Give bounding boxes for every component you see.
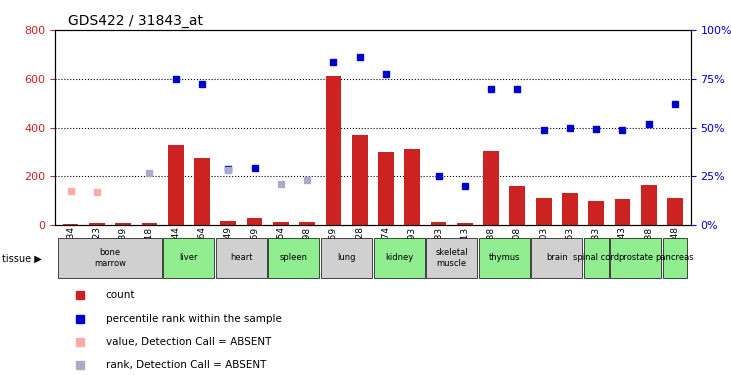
Text: value, Detection Call = ABSENT: value, Detection Call = ABSENT: [106, 337, 271, 347]
Bar: [667, 198, 683, 225]
Text: bone
marrow: bone marrow: [94, 248, 126, 267]
Bar: [194, 158, 210, 225]
Text: GDS422 / 31843_at: GDS422 / 31843_at: [67, 13, 202, 28]
FancyBboxPatch shape: [58, 238, 162, 278]
FancyBboxPatch shape: [531, 238, 583, 278]
Bar: [431, 222, 447, 225]
Text: heart: heart: [230, 254, 253, 262]
Bar: [325, 76, 341, 225]
Text: kidney: kidney: [385, 254, 413, 262]
Text: percentile rank within the sample: percentile rank within the sample: [106, 314, 281, 324]
Bar: [299, 222, 315, 225]
Bar: [536, 198, 551, 225]
FancyBboxPatch shape: [479, 238, 530, 278]
Text: brain: brain: [546, 254, 568, 262]
Text: rank, Detection Call = ABSENT: rank, Detection Call = ABSENT: [106, 360, 266, 370]
Bar: [404, 149, 420, 225]
Bar: [615, 200, 630, 225]
Bar: [220, 221, 236, 225]
Bar: [89, 223, 105, 225]
Bar: [352, 135, 368, 225]
FancyBboxPatch shape: [216, 238, 267, 278]
Bar: [641, 185, 656, 225]
FancyBboxPatch shape: [268, 238, 319, 278]
Text: prostate: prostate: [618, 254, 654, 262]
Text: count: count: [106, 290, 135, 300]
Text: spinal cord: spinal cord: [573, 254, 619, 262]
Text: tissue ▶: tissue ▶: [2, 254, 42, 264]
Text: pancreas: pancreas: [656, 254, 694, 262]
Bar: [483, 151, 499, 225]
Text: liver: liver: [180, 254, 198, 262]
Bar: [588, 201, 604, 225]
Bar: [510, 186, 526, 225]
FancyBboxPatch shape: [321, 238, 372, 278]
FancyBboxPatch shape: [610, 238, 661, 278]
Bar: [378, 152, 394, 225]
FancyBboxPatch shape: [584, 238, 608, 278]
Text: thymus: thymus: [488, 254, 520, 262]
Bar: [457, 223, 473, 225]
Bar: [273, 222, 289, 225]
Text: lung: lung: [337, 254, 356, 262]
Bar: [168, 145, 183, 225]
FancyBboxPatch shape: [163, 238, 214, 278]
FancyBboxPatch shape: [663, 238, 687, 278]
Bar: [246, 217, 262, 225]
FancyBboxPatch shape: [374, 238, 425, 278]
Text: spleen: spleen: [280, 254, 308, 262]
FancyBboxPatch shape: [426, 238, 477, 278]
Text: skeletal
muscle: skeletal muscle: [436, 248, 468, 267]
Bar: [115, 223, 131, 225]
Bar: [142, 223, 157, 225]
Bar: [562, 194, 577, 225]
Bar: [63, 224, 78, 225]
